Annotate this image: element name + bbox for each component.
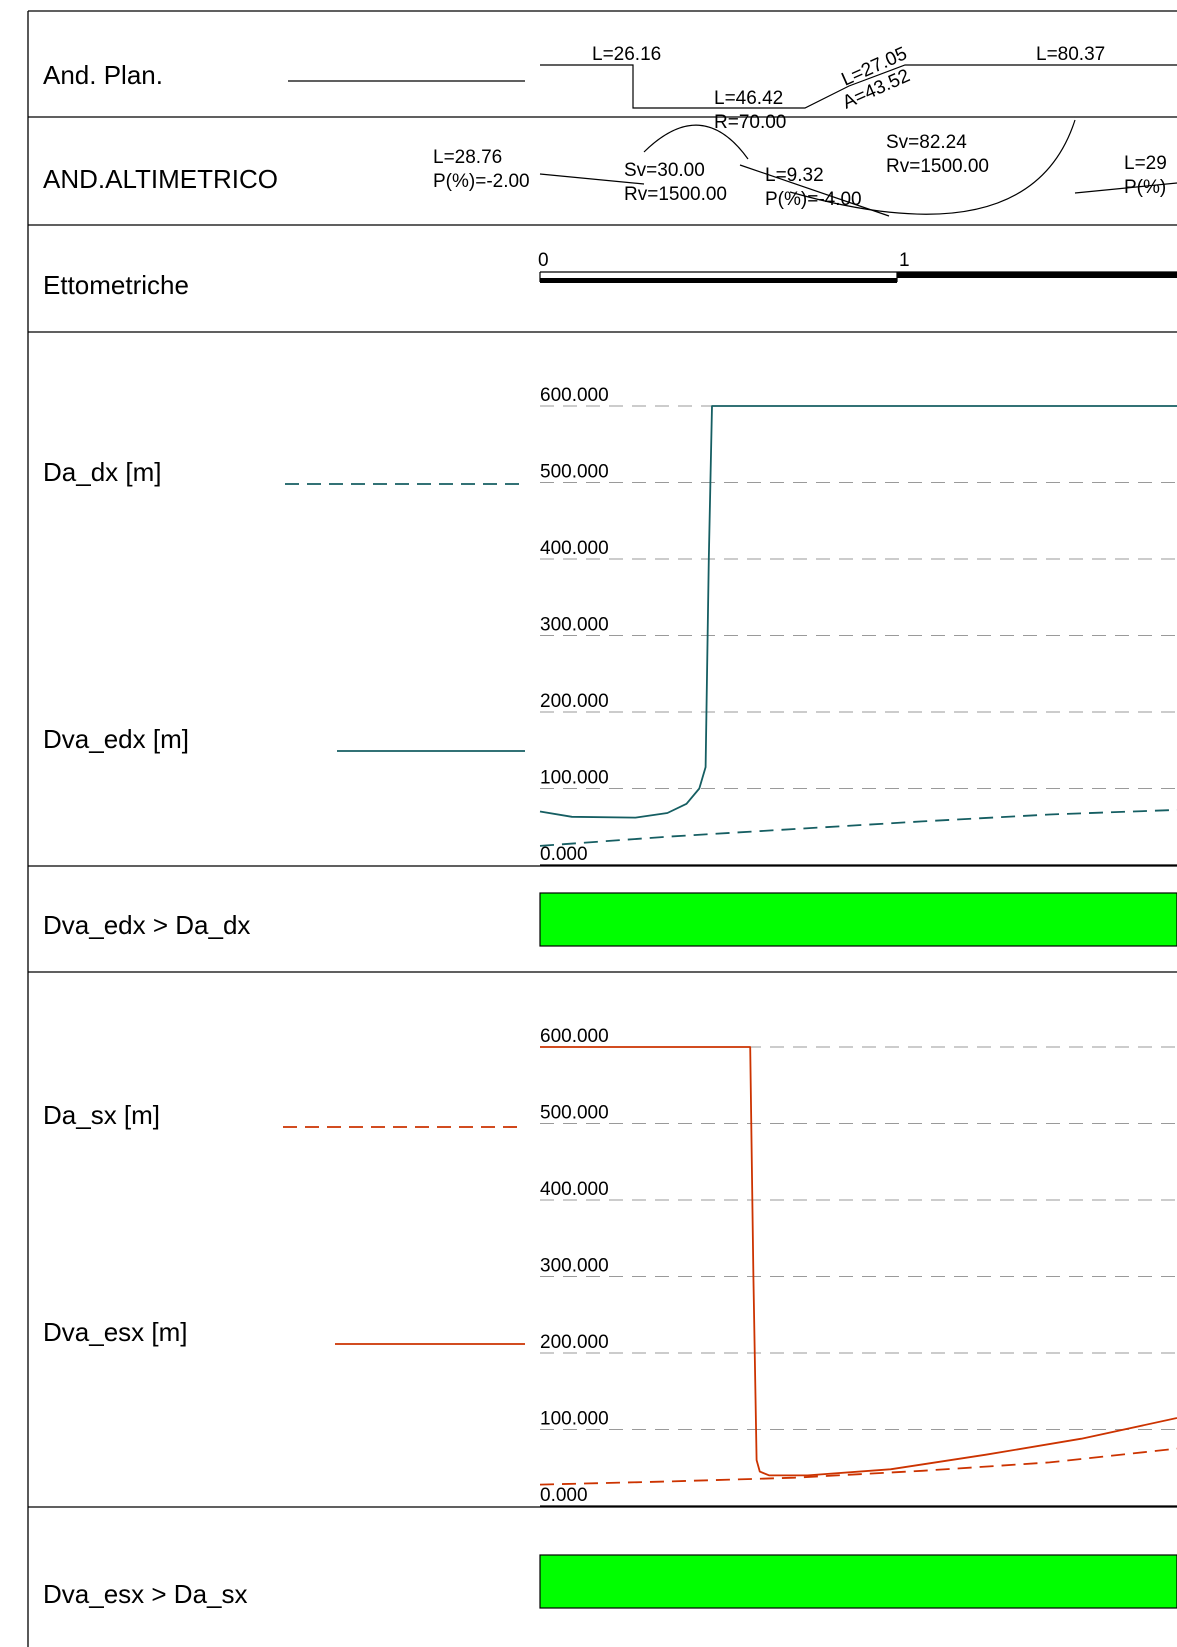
sheet-frame [27, 10, 1177, 1647]
alt-curve-1-sv: Sv=30.00 [624, 160, 705, 181]
alt-grade-2-slope: P(%)=-4.00 [765, 189, 862, 210]
sx-y-tick-label-4: 200.000 [540, 1332, 609, 1353]
dx-y-tick-label-2: 400.000 [540, 538, 609, 559]
sx-y-tick-label-3: 300.000 [540, 1256, 609, 1277]
dx-y-tick-label-5: 100.000 [540, 768, 609, 789]
plan-segment-3-label: R=70.00 [714, 112, 786, 133]
alt-grade-2-length: L=9.32 [765, 165, 824, 186]
sx-y-tick-label-1: 500.000 [540, 1103, 609, 1124]
dx-series-da-line [539, 809, 1177, 847]
altimetric-profile [539, 119, 1177, 217]
sight-distance-chart-right: 600.000 500.000 400.000 300.000 200.000 100.0… [539, 385, 1177, 866]
alt-grade-1-slope: P(%)=-2.00 [433, 171, 530, 192]
alt-curve-1-rv: Rv=1500.00 [624, 184, 727, 205]
row-label-altimetric: AND.ALTIMETRICO [43, 164, 278, 194]
sx-y-tick-label-2: 400.000 [540, 1179, 609, 1200]
sx-y-tick-label-0: 600.000 [540, 1026, 609, 1047]
alt-grade-3-slope: P(%) [1124, 177, 1166, 198]
hectometer-mark-1: 1 [899, 250, 910, 271]
alt-curve-2-sv: Sv=82.24 [886, 132, 967, 153]
row-label-ettometriche: Ettometriche [43, 270, 189, 300]
alt-grade-1-length: L=28.76 [433, 147, 502, 168]
dx-y-tick-label-3: 300.000 [540, 615, 609, 636]
dx-series-dva-line [539, 405, 1177, 819]
row-label-dva-edx: Dva_edx [m] [43, 724, 189, 754]
row-label-da-sx: Da_sx [m] [43, 1100, 160, 1130]
sx-series-da-line [539, 1447, 1177, 1486]
dx-y-tick-label-1: 500.000 [540, 462, 609, 483]
sx-series-dva-line [540, 1046, 1177, 1477]
alt-grade-3-length: L=29 [1124, 153, 1167, 174]
dx-y-tick-label-0: 600.000 [540, 385, 609, 406]
plan-alignment-line [540, 64, 1177, 109]
dx-y-tick-label-6: 0.000 [540, 844, 588, 865]
hectometer-scale-bar [539, 271, 1177, 283]
sight-distance-chart-left: 600.000 500.000 400.000 300.000 200.000 100.0… [539, 1026, 1177, 1507]
row-label-check-sx: Dva_esx > Da_sx [43, 1579, 247, 1609]
row-label-check-dx: Dva_edx > Da_dx [43, 910, 250, 940]
dx-y-tick-label-4: 200.000 [540, 691, 609, 712]
row-label-plan: And. Plan. [43, 60, 163, 90]
sx-y-tick-label-6: 0.000 [540, 1485, 588, 1506]
row-label-da-dx: Da_dx [m] [43, 457, 162, 487]
plan-segment-2-label: L=46.42 [714, 88, 783, 109]
alt-curve-2-rv: Rv=1500.00 [886, 156, 989, 177]
hectometer-mark-0: 0 [538, 250, 549, 271]
check-bar-dx [539, 892, 1177, 947]
check-bar-sx [539, 1554, 1177, 1609]
plan-segment-5-label: L=80.37 [1036, 44, 1105, 65]
sx-y-tick-label-5: 100.000 [540, 1409, 609, 1430]
row-label-dva-esx: Dva_esx [m] [43, 1317, 188, 1347]
plan-segment-1-label: L=26.16 [592, 44, 661, 65]
